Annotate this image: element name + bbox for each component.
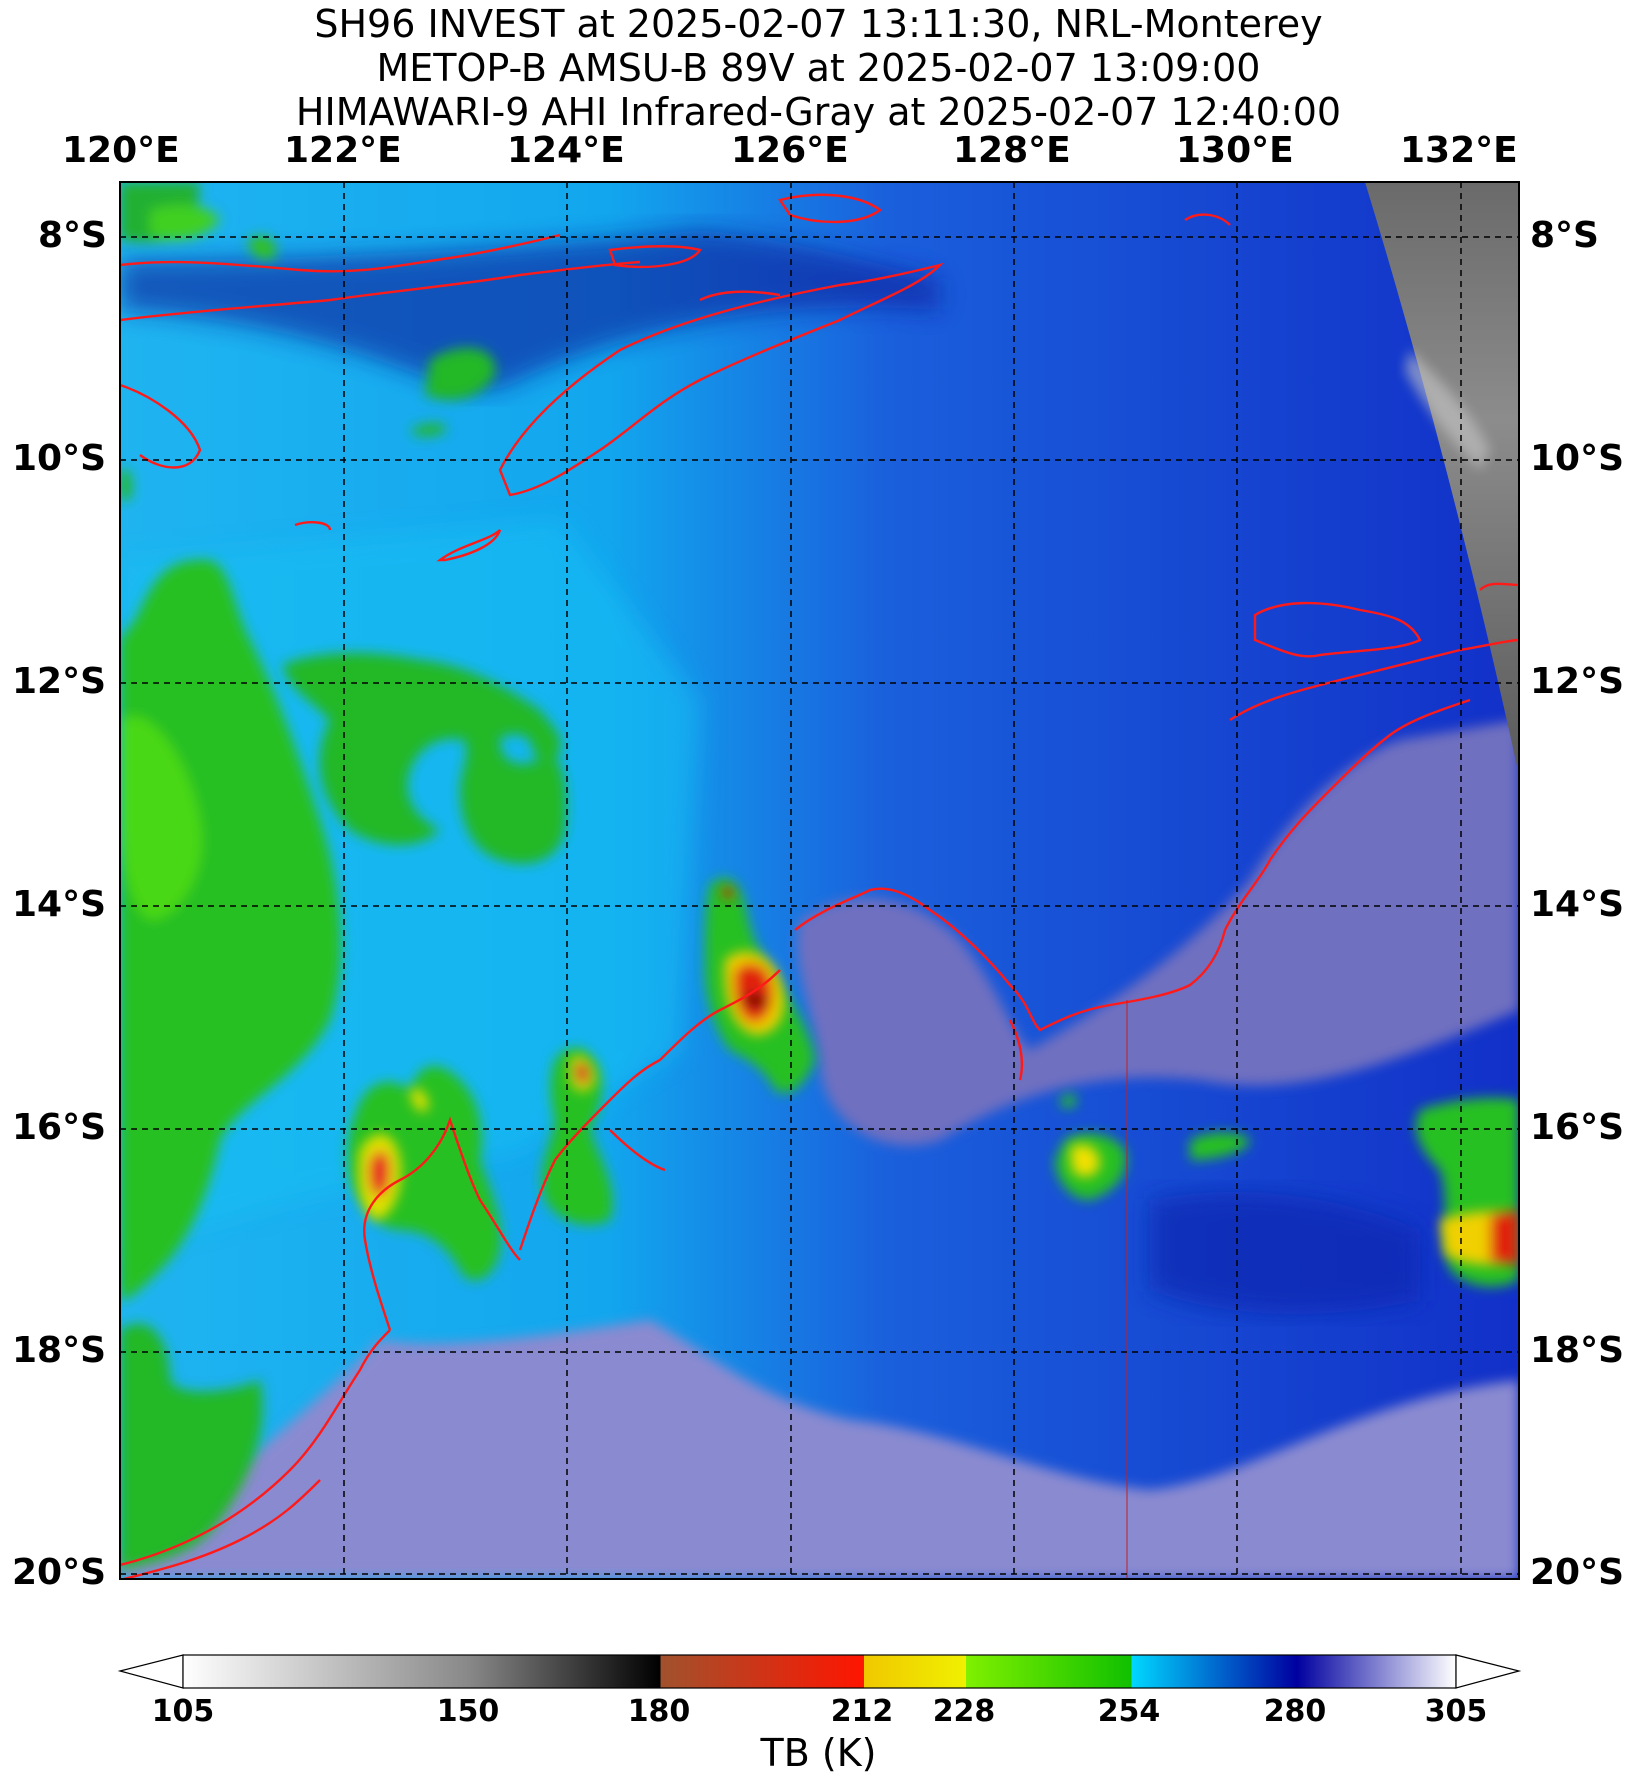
title-line-3: HIMAWARI-9 AHI Infrared-Gray at 2025-02-… [295, 90, 1342, 134]
lat-tick-right-8s: 8°S [1530, 215, 1599, 256]
lat-tick-right-18s: 18°S [1530, 1330, 1625, 1371]
lon-tick-132e: 132°E [1400, 130, 1518, 171]
lat-tick-left-18s: 18°S [12, 1330, 107, 1371]
coastlines [120, 193, 1519, 1579]
colorbar-tick-254: 254 [1097, 1694, 1161, 1729]
convective-cores [358, 887, 1519, 1266]
lat-tick-left-14s: 14°S [12, 884, 107, 925]
ir-gray-swath [1365, 182, 1519, 775]
lat-tick-right-12s: 12°S [1530, 661, 1625, 702]
colorbar-tick-228: 228 [932, 1694, 996, 1729]
map-frame [119, 181, 1520, 1580]
colorbar-gradient [182, 1654, 1457, 1689]
lat-tick-right-14s: 14°S [1530, 884, 1625, 925]
lat-tick-left-12s: 12°S [12, 661, 107, 702]
kimberley-warm-region [797, 720, 1519, 1146]
lat-tick-right-16s: 16°S [1530, 1107, 1625, 1148]
colorbar-title: TB (K) [760, 1731, 877, 1775]
lat-tick-left-16s: 16°S [12, 1107, 107, 1148]
lon-tick-130e: 130°E [1176, 130, 1294, 171]
colorbar [117, 1654, 1522, 1689]
title-line-1: SH96 INVEST at 2025-02-07 13:11:30, NRL-… [314, 2, 1323, 46]
lon-tick-120e: 120°E [62, 130, 180, 171]
colorbar-tick-180: 180 [627, 1694, 691, 1729]
lon-tick-124e: 124°E [507, 130, 625, 171]
north-dark-band [120, 230, 940, 391]
lat-tick-left-8s: 8°S [38, 215, 107, 256]
lat-tick-right-10s: 10°S [1530, 438, 1625, 479]
colorbar-tick-150: 150 [436, 1694, 500, 1729]
colorbar-extend-min [117, 1654, 184, 1689]
graticule [120, 182, 1519, 1579]
lon-tick-126e: 126°E [731, 130, 849, 171]
lat-tick-left-20s: 20°S [12, 1552, 107, 1593]
colorbar-tick-305: 305 [1424, 1694, 1488, 1729]
lat-tick-right-20s: 20°S [1530, 1552, 1625, 1593]
lon-tick-128e: 128°E [953, 130, 1071, 171]
lon-tick-122e: 122°E [284, 130, 402, 171]
map-panel [120, 182, 1519, 1579]
south-blue-patch [1150, 1191, 1420, 1314]
colorbar-tick-212: 212 [830, 1694, 894, 1729]
ir-bright-cloud [1405, 350, 1490, 470]
colorbar-tick-105: 105 [151, 1694, 215, 1729]
colorbar-tick-280: 280 [1263, 1694, 1327, 1729]
title-line-2: METOP-B AMSU-B 89V at 2025-02-07 13:09:0… [376, 46, 1261, 90]
australia-warm-land [120, 1320, 1519, 1579]
colorbar-extend-max [1455, 1654, 1522, 1689]
lat-tick-left-10s: 10°S [12, 438, 107, 479]
